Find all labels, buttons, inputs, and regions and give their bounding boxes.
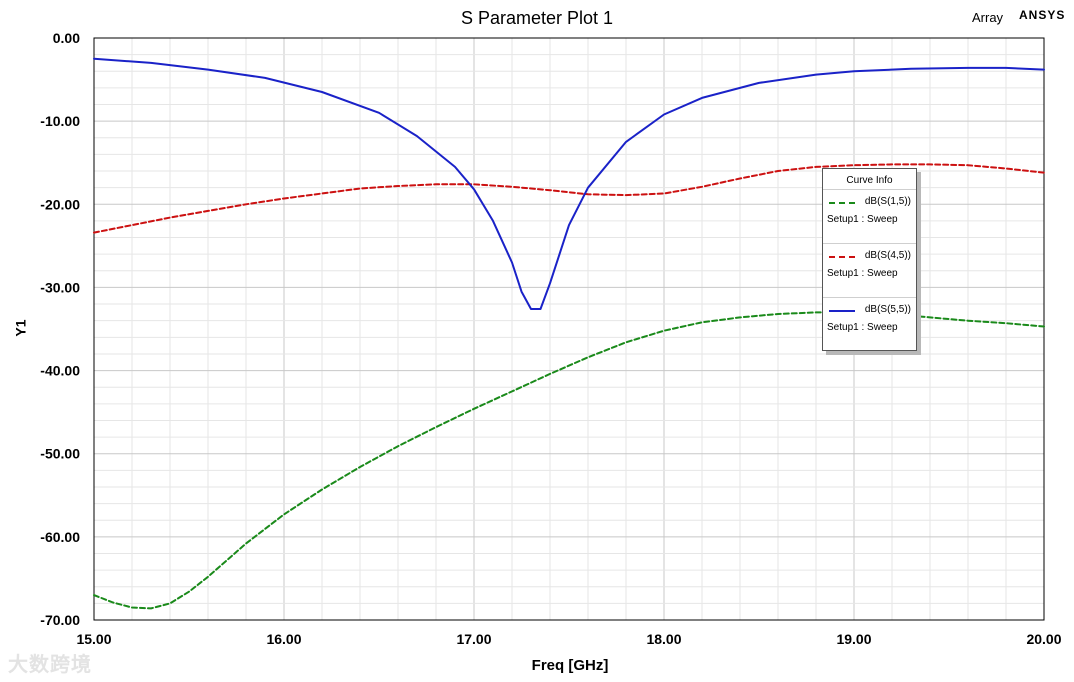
y-tick-label: -20.00 — [40, 196, 80, 212]
x-tick-label: 17.00 — [456, 631, 491, 647]
y-tick-label: -70.00 — [40, 612, 80, 628]
y-tick-label: -50.00 — [40, 446, 80, 462]
curve-info-legend[interactable]: Curve Info dB(S(1,5)) Setup1 : Sweep dB(… — [822, 168, 917, 351]
y-tick-label: -40.00 — [40, 363, 80, 379]
legend-name-s15: dB(S(1,5)) — [864, 196, 911, 207]
array-label: Array — [972, 10, 1004, 25]
legend-entry-s45[interactable]: dB(S(4,5)) Setup1 : Sweep — [823, 243, 916, 296]
series-line-1 — [93, 163, 1045, 234]
x-tick-label: 18.00 — [646, 631, 681, 647]
axis-ticks: 0.00 -10.00 -20.00 -30.00 -40.00 -50.00 -60.00… — [40, 30, 1061, 647]
legend-name-s45: dB(S(4,5)) — [864, 250, 911, 261]
y-tick-label: -10.00 — [40, 113, 80, 129]
legend-swatch-s15 — [829, 202, 855, 204]
series-line-0 — [93, 311, 1045, 610]
legend-setup-s45: Setup1 : Sweep — [827, 268, 898, 279]
legend-swatch-s45 — [829, 256, 855, 258]
y-axis-label: Y1 — [12, 319, 29, 337]
legend-title: Curve Info — [846, 175, 893, 186]
x-tick-label: 20.00 — [1026, 631, 1061, 647]
legend-entry-s55[interactable]: dB(S(5,5)) Setup1 : Sweep — [823, 297, 916, 350]
y-tick-label: 0.00 — [53, 30, 80, 46]
x-tick-label: 19.00 — [836, 631, 871, 647]
legend-setup-s55: Setup1 : Sweep — [827, 322, 898, 333]
legend-setup-s15: Setup1 : Sweep — [827, 214, 898, 225]
y-tick-label: -30.00 — [40, 279, 80, 295]
series-line-2 — [93, 57, 1045, 310]
legend-entry-s15[interactable]: dB(S(1,5)) Setup1 : Sweep — [823, 189, 916, 242]
legend-swatch-s55 — [829, 310, 855, 312]
chart-title: S Parameter Plot 1 — [460, 8, 614, 28]
x-axis-label: Freq [GHz] — [531, 657, 609, 674]
watermark-logo: 大数跨境 — [8, 654, 92, 676]
ansys-logo: ANSYS — [1019, 8, 1066, 22]
legend-name-s55: dB(S(5,5)) — [864, 304, 911, 315]
x-tick-label: 15.00 — [76, 631, 111, 647]
y-tick-label: -60.00 — [40, 529, 80, 545]
x-tick-label: 16.00 — [266, 631, 301, 647]
plot-frame — [93, 37, 1045, 621]
